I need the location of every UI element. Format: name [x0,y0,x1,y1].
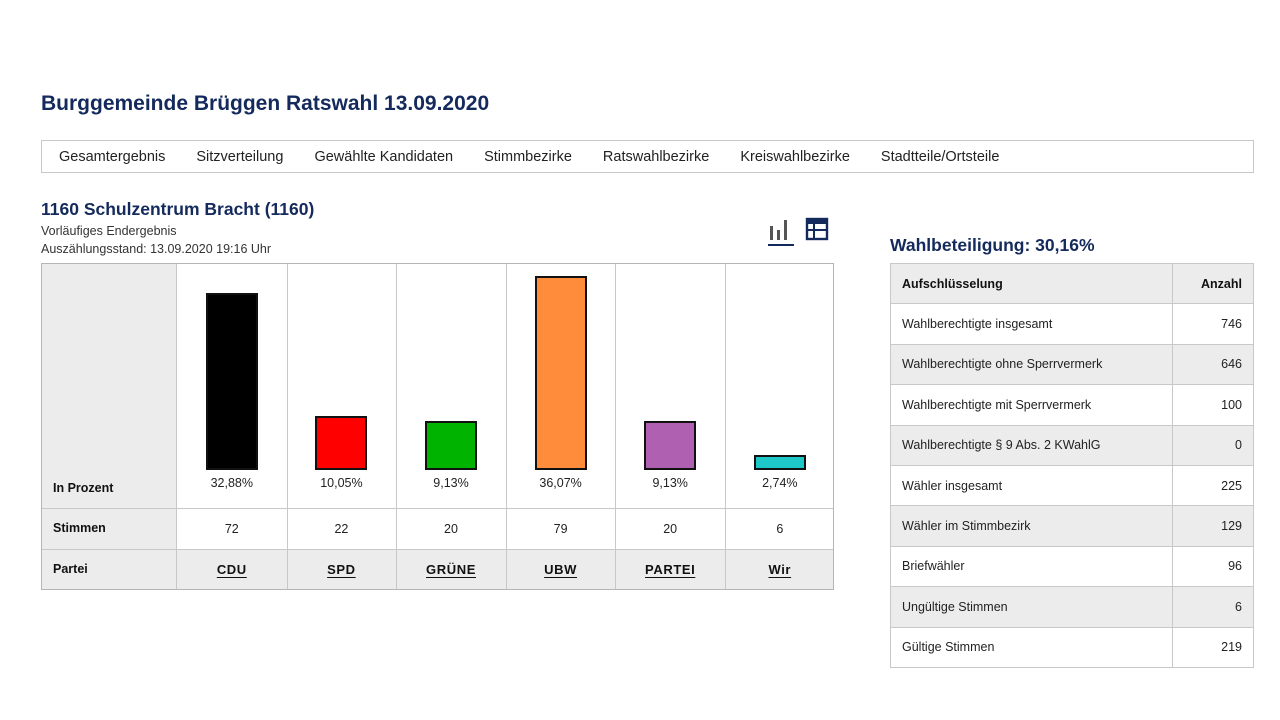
row-label: Ungültige Stimmen [890,586,1173,628]
bar-ubw [534,276,587,470]
bar-spd [315,415,368,470]
nav-item-gesamtergebnis[interactable]: Gesamtergebnis [59,148,166,165]
row-divider [42,508,833,509]
party-link[interactable]: Wir [768,562,792,577]
turnout-table: Aufschlüsselung Anzahl Wahlberechtigte i… [890,262,1254,668]
row-label: Wahlberechtigte mit Sperrvermerk [890,384,1173,426]
count-state: Auszählungsstand: 13.09.2020 19:16 Uhr [41,242,272,256]
column-divider [615,264,617,589]
row-value: 129 [1172,505,1254,547]
table-row: Ungültige Stimmen 6 [890,586,1254,628]
page-title: Burggemeinde Brüggen Ratswahl 13.09.2020 [41,92,490,115]
row-label: Wahlberechtigte ohne Sperrvermerk [890,343,1173,386]
row-label-percent: In Prozent [53,481,114,495]
table-row: Wähler im Stimmbezirk 129 [890,505,1254,547]
district-title: 1160 Schulzentrum Bracht (1160) [41,199,315,219]
column-divider [396,264,398,589]
votes-label: 6 [776,522,784,536]
percent-label: 9,13% [652,476,688,490]
bar-partei [644,420,697,470]
bar-grne [425,420,477,470]
row-divider [42,549,833,550]
nav-item-stimmbezirke[interactable]: Stimmbezirke [484,148,572,165]
nav-item-gewaehlte-kandidaten[interactable]: Gewählte Kandidaten [314,148,454,165]
bar-chart-icon[interactable] [768,216,794,246]
column-divider [286,264,288,589]
column-divider [505,264,507,589]
bar-wir [753,455,806,470]
row-value: 219 [1172,626,1254,668]
row-label-votes: Stimmen [53,521,106,535]
percent-label: 10,05% [320,476,363,490]
table-header-row: Aufschlüsselung Anzahl [890,262,1254,305]
percent-label: 2,74% [762,476,798,490]
table-row: Wahlberechtigte § 9 Abs. 2 KWahlG 0 [890,424,1254,466]
table-row: Wähler insgesamt 225 [890,464,1254,507]
table-row: Wahlberechtigte insgesamt 746 [890,303,1254,345]
votes-label: 20 [444,522,458,536]
result-status: Vorläufiges Endergebnis [41,224,177,238]
row-value: 746 [1172,303,1254,345]
table-row: Gültige Stimmen 219 [890,626,1254,668]
turnout-title: Wahlbeteiligung: 30,16% [890,235,1095,255]
party-link[interactable]: UBW [544,562,578,577]
votes-label: 72 [224,522,239,536]
row-label: Gültige Stimmen [890,626,1173,668]
row-value: 96 [1172,545,1254,588]
header-count: Anzahl [1172,262,1254,305]
nav-item-sitzverteilung[interactable]: Sitzverteilung [196,148,284,165]
row-label-column [42,264,177,589]
votes-label: 22 [334,522,349,536]
nav-item-ratswahlbezirke[interactable]: Ratswahlbezirke [602,148,710,165]
table-row: Wahlberechtigte mit Sperrvermerk 100 [890,384,1254,426]
percent-label: 32,88% [210,476,253,490]
table-row: Briefwähler 96 [890,545,1254,588]
column-divider [725,264,726,589]
row-value: 6 [1172,586,1254,628]
party-link[interactable]: CDU [216,562,247,577]
table-icon[interactable] [804,216,830,246]
view-toggle [768,216,830,246]
row-label-party: Partei [53,562,88,576]
table-row: Wahlberechtigte ohne Sperrvermerk 646 [890,343,1254,386]
votes-label: 20 [663,522,678,536]
main-nav: Gesamtergebnis Sitzverteilung Gewählte K… [41,140,1254,173]
row-value: 0 [1172,424,1254,466]
votes-label: 79 [553,522,568,536]
results-chart: In Prozent Stimmen Partei 32,88% 72 CDU 10,… [41,263,834,590]
percent-label: 36,07% [539,476,582,490]
row-label: Briefwähler [890,545,1173,588]
row-label: Wähler im Stimmbezirk [890,505,1173,547]
nav-item-kreiswahlbezirke[interactable]: Kreiswahlbezirke [740,148,850,165]
party-link[interactable]: SPD [327,562,356,577]
party-row-background [177,549,833,589]
header-breakdown: Aufschlüsselung [890,262,1173,305]
row-label: Wähler insgesamt [890,464,1173,507]
row-value: 225 [1172,464,1254,507]
bar-cdu [205,293,258,470]
row-value: 100 [1172,384,1254,426]
party-link[interactable]: PARTEI [645,562,696,577]
nav-item-stadtteile-ortsteile[interactable]: Stadtteile/Ortsteile [880,148,1000,165]
row-label: Wahlberechtigte § 9 Abs. 2 KWahlG [890,424,1173,466]
row-value: 646 [1172,343,1254,386]
party-link[interactable]: GRÜNE [426,562,476,577]
row-label: Wahlberechtigte insgesamt [890,303,1173,345]
percent-label: 9,13% [433,476,469,490]
